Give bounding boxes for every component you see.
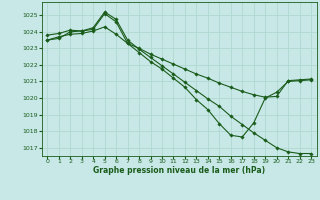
X-axis label: Graphe pression niveau de la mer (hPa): Graphe pression niveau de la mer (hPa) — [93, 166, 265, 175]
